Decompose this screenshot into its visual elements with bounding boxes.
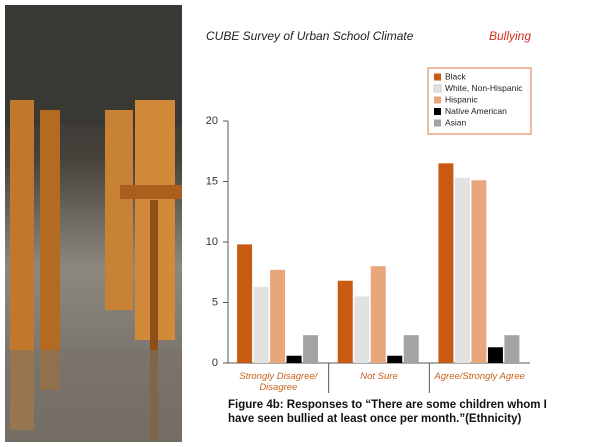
y-tick-label: 0 [212, 357, 218, 369]
legend-swatch [434, 120, 441, 127]
legend-swatch [434, 108, 441, 115]
legend-label: Hispanic [445, 94, 478, 104]
x-tick-label: Agree/Strongly Agree [432, 371, 528, 382]
y-tick-label: 15 [206, 175, 218, 187]
legend-label: Native American [445, 106, 507, 116]
bar [254, 287, 269, 363]
bar [270, 270, 285, 363]
bar [354, 296, 369, 363]
x-tick-label: Not Sure [331, 371, 427, 382]
bar [438, 163, 453, 363]
bar [404, 335, 419, 363]
legend-box [428, 68, 531, 134]
legend-label: White, Non-Hispanic [445, 83, 523, 93]
bar [471, 180, 486, 363]
bar [237, 244, 252, 363]
bar [303, 335, 318, 363]
photo [5, 5, 182, 442]
bar [504, 335, 519, 363]
y-tick-label: 10 [206, 236, 218, 248]
bar [455, 178, 470, 363]
header-title: CUBE Survey of Urban School Climate [206, 29, 413, 43]
bar [371, 266, 386, 363]
bar [387, 356, 402, 363]
bar [287, 356, 302, 363]
legend-swatch [434, 74, 441, 81]
bar [338, 281, 353, 363]
bar [488, 347, 503, 363]
caption: Figure 4b: Responses to “There are some … [228, 398, 558, 426]
legend-label: Black [445, 71, 467, 81]
y-tick-label: 5 [212, 296, 218, 308]
legend-swatch [434, 97, 441, 104]
legend-swatch [434, 85, 441, 92]
y-tick-label: 20 [206, 115, 218, 127]
header-topic: Bullying [489, 29, 531, 43]
slide: 0 5 10 15 20 Black White, Non-HispanicHispanic… [0, 0, 594, 447]
x-tick-label: Strongly Disagree/ Disagree [230, 371, 326, 393]
legend-label: Asian [445, 117, 467, 127]
